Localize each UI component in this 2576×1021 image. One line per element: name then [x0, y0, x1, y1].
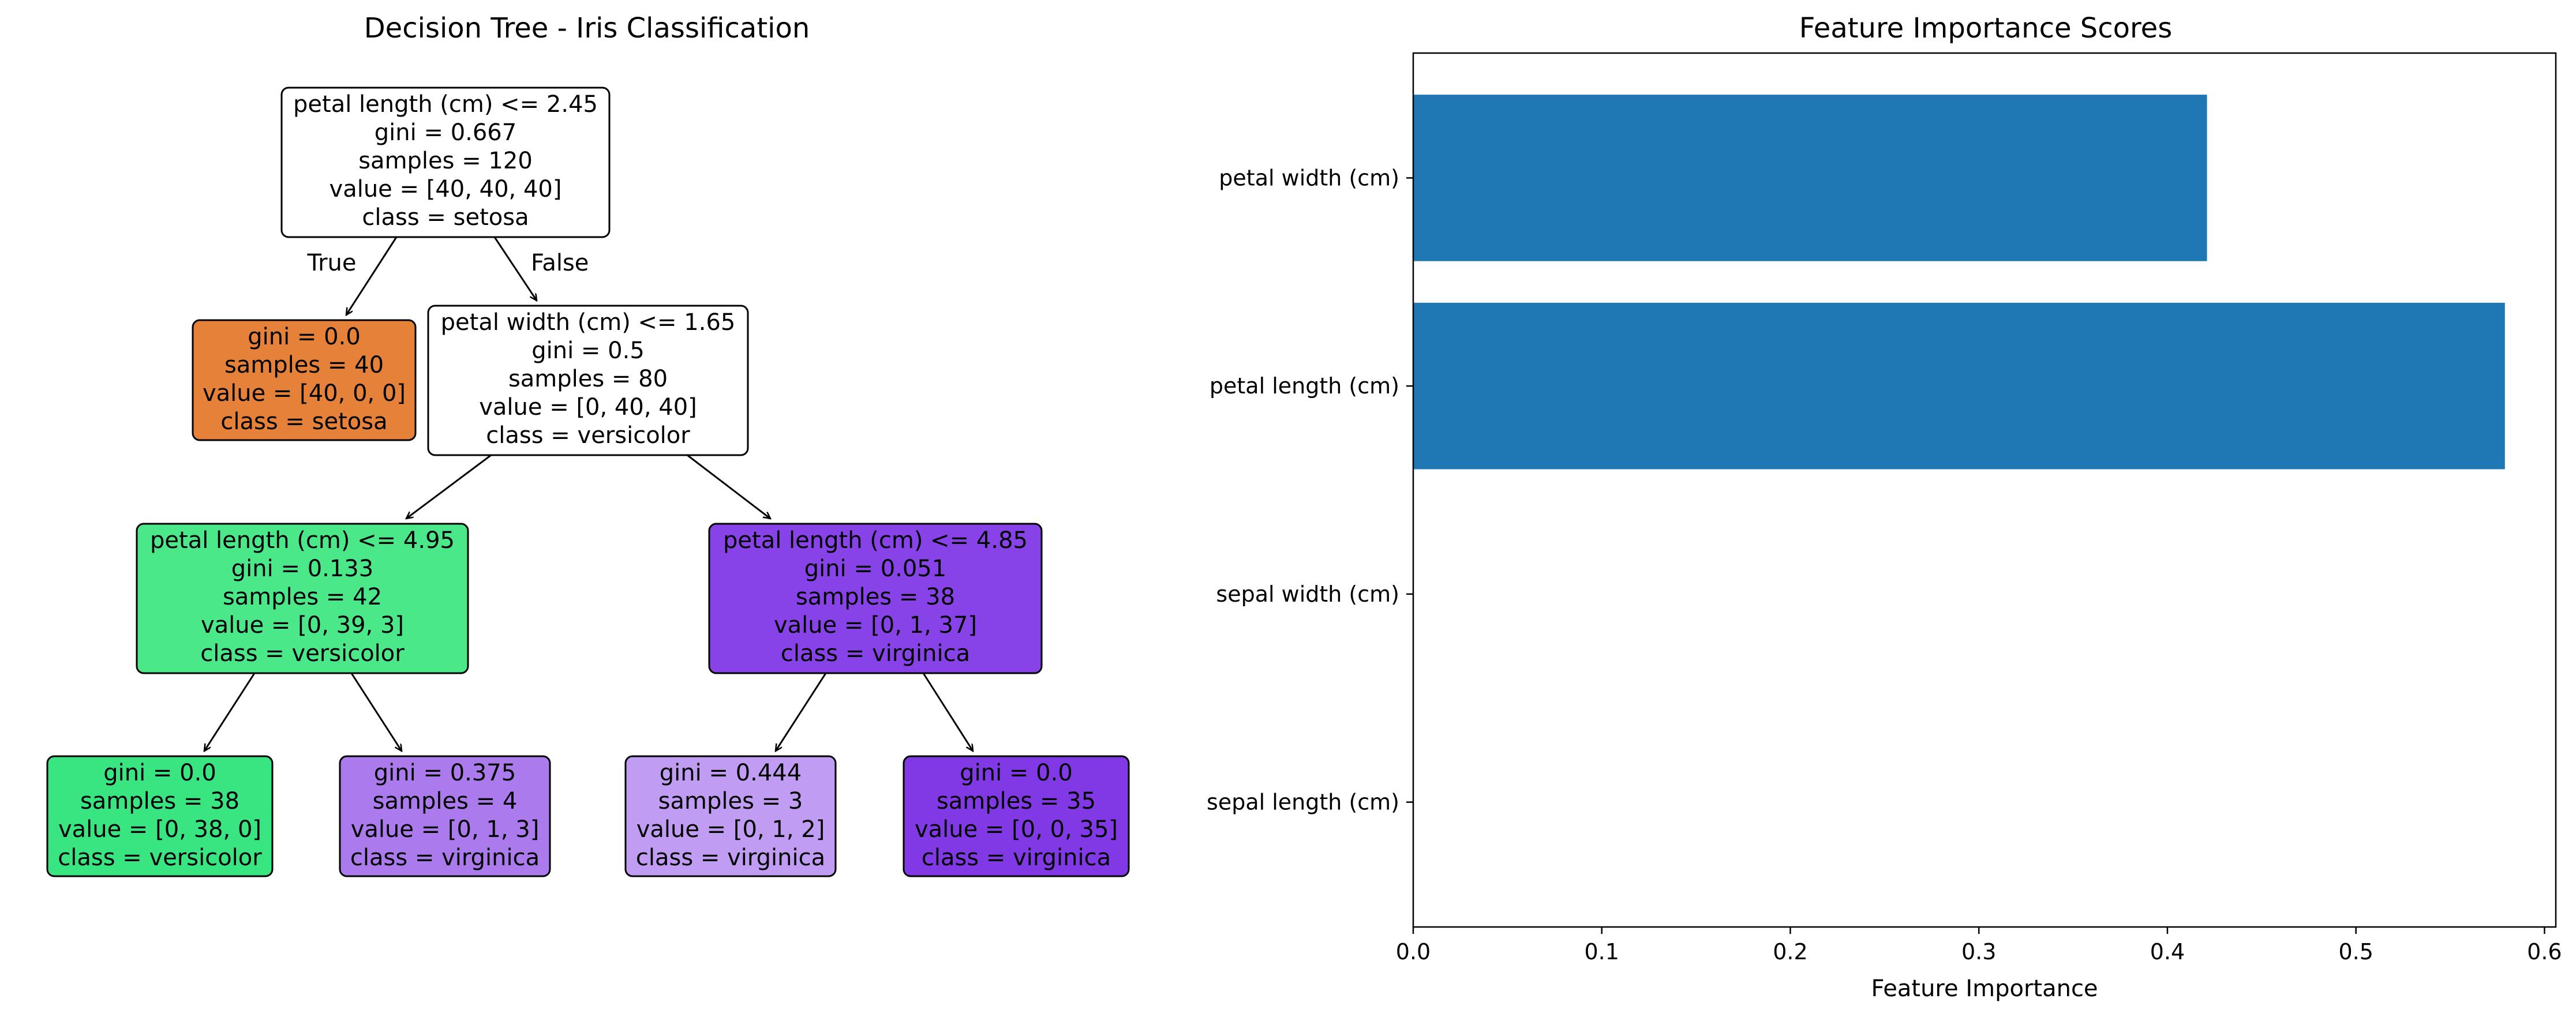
feature-importance-chart: Feature Importance Scores sepal length (…: [1207, 12, 2562, 1002]
tree-node-line: gini = 0.133: [231, 555, 373, 582]
tree-node-line: value = [0, 38, 0]: [58, 816, 261, 843]
tree-node-box: [280, 87, 611, 238]
x-tick-label: 0.1: [1585, 939, 1619, 964]
x-tick-label: 0.6: [2527, 939, 2562, 964]
tree-node-line: samples = 38: [80, 788, 239, 814]
tree-node-line: value = [40, 0, 0]: [203, 380, 406, 407]
tree-node-line: samples = 42: [223, 584, 382, 610]
tree-node-box: [339, 755, 551, 877]
tree-node-line: value = [40, 40, 40]: [330, 176, 562, 202]
tree-node-line: class = versicolor: [486, 422, 690, 449]
tree-node-line: value = [0, 1, 37]: [774, 612, 977, 639]
tree-node-box: [192, 319, 417, 441]
tree-node-line: gini = 0.444: [660, 760, 802, 786]
tree-node-line: class = setosa: [220, 408, 387, 435]
chart-title: Feature Importance Scores: [1799, 12, 2172, 44]
tree-node-line: value = [0, 0, 35]: [915, 816, 1118, 843]
x-tick-label: 0.0: [1396, 939, 1431, 964]
tree-node-box: [903, 755, 1130, 877]
x-tick-label: 0.3: [1961, 939, 1996, 964]
tree-node-line: gini = 0.5: [531, 337, 645, 364]
tree-edge-n2-n3: [406, 454, 492, 519]
tree-title: Decision Tree - Iris Classification: [364, 12, 810, 44]
decision-tree-panel: Decision Tree - Iris Classification True…: [46, 12, 1130, 877]
x-axis-ticks: 0.0 0.1 0.2 0.3 0.4 0.5 0.6: [1396, 927, 2562, 964]
x-tick-label: 0.5: [2338, 939, 2373, 964]
tree-node-line: gini = 0.667: [375, 119, 516, 146]
tree-node-box: [624, 755, 837, 877]
tree-node-line: samples = 38: [796, 584, 955, 610]
tree-node-box: [708, 523, 1043, 674]
bars: [1413, 95, 2505, 470]
tree-node-line: gini = 0.051: [804, 555, 946, 582]
tree-node-line: class = setosa: [362, 204, 529, 231]
x-tick-label: 0.2: [1773, 939, 1807, 964]
tree-node-line: class = virginica: [781, 640, 970, 667]
tree-node-line: gini = 0.0: [103, 760, 216, 786]
tree-edge-n4-n8: [922, 673, 973, 751]
tree-edge-n3-n6: [350, 673, 402, 751]
tree-node-line: petal length (cm) <= 2.45: [293, 91, 598, 118]
tree-node-line: samples = 3: [658, 788, 803, 814]
tree-edge-n0-n2: [493, 237, 537, 301]
plot-area-frame: [1412, 52, 2557, 928]
tree-node-line: gini = 0.375: [374, 760, 516, 786]
bar-petal-length-cm: [1413, 302, 2505, 470]
tree-node-line: samples = 4: [373, 788, 518, 814]
tree-node-line: petal width (cm) <= 1.65: [441, 309, 736, 336]
tree-edge-n2-n4: [687, 454, 770, 519]
y-tick-label: petal length (cm): [1210, 373, 1399, 399]
tree-node-line: samples = 120: [358, 148, 533, 174]
tree-node-box: [136, 523, 469, 674]
tree-node-line: samples = 40: [224, 352, 384, 378]
tree-edges: [204, 237, 973, 751]
bar-petal-width-cm: [1413, 95, 2207, 261]
tree-node-line: petal length (cm) <= 4.95: [150, 527, 455, 554]
tree-node-line: value = [0, 40, 40]: [479, 394, 697, 421]
tree-node-line: value = [0, 39, 3]: [201, 612, 404, 639]
tree-node-line: value = [0, 1, 2]: [636, 816, 825, 843]
tree-node-line: class = virginica: [922, 844, 1111, 871]
edge-label-true: True: [307, 250, 357, 276]
tree-node-line: gini = 0.0: [248, 324, 361, 350]
tree-node-line: samples = 35: [937, 788, 1096, 814]
y-axis-ticks: sepal length (cm) sepal width (cm) petal l…: [1207, 165, 1413, 815]
tree-node-line: value = [0, 1, 3]: [351, 816, 540, 843]
y-tick-label: sepal width (cm): [1216, 581, 1399, 607]
tree-node-line: class = virginica: [636, 844, 825, 871]
tree-node-line: class = versicolor: [200, 640, 405, 667]
tree-node-line: class = virginica: [350, 844, 540, 871]
tree-node-box: [427, 305, 749, 456]
y-tick-label: petal width (cm): [1219, 165, 1399, 190]
tree-edge-n4-n7: [776, 673, 827, 751]
edge-label-false: False: [531, 250, 589, 276]
tree-edge-n0-n1: [346, 237, 398, 315]
x-axis-label: Feature Importance: [1871, 975, 2098, 1002]
tree-node-line: samples = 80: [508, 366, 668, 392]
tree-node-box: [46, 755, 274, 877]
tree-node-line: petal length (cm) <= 4.85: [723, 527, 1028, 554]
y-tick-label: sepal length (cm): [1207, 790, 1399, 815]
tree-node-line: class = versicolor: [58, 844, 262, 871]
x-tick-label: 0.4: [2150, 939, 2185, 964]
tree-edge-n3-n5: [204, 673, 256, 751]
tree-node-line: gini = 0.0: [960, 760, 1073, 786]
